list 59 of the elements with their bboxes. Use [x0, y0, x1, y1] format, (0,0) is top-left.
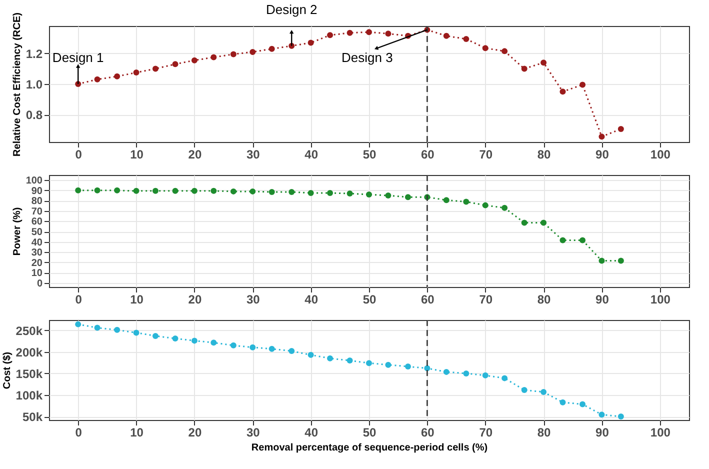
- y-tick-label: 0.8: [26, 108, 43, 122]
- x-tick-label: 40: [304, 148, 318, 162]
- x-tick-label: 90: [596, 426, 610, 440]
- y-tick-label: 90: [31, 186, 43, 197]
- x-tick-label: 30: [246, 292, 260, 306]
- x-tick-label: 50: [362, 426, 376, 440]
- x-tick-label: 60: [421, 426, 435, 440]
- y-tick-label: 150k: [16, 366, 43, 381]
- x-axis-title: Removal percentage of sequence-period cells (%): [251, 442, 488, 454]
- x-tick-label: 30: [246, 148, 260, 162]
- x-tick-label: 30: [246, 426, 260, 440]
- x-tick-label: 20: [188, 148, 202, 162]
- x-tick-label: 60: [421, 148, 435, 162]
- y-axis-title: Relative Cost Efficiency (RCE): [12, 12, 23, 156]
- y-axis-title: Cost ($): [2, 352, 13, 390]
- x-tick-label: 90: [596, 148, 610, 162]
- annotation: Design 1: [52, 50, 104, 65]
- y-tick-label: 100k: [16, 388, 43, 402]
- x-tick-label: 20: [188, 292, 202, 306]
- x-tick-label: 70: [479, 292, 493, 306]
- x-tick-label: 80: [537, 426, 552, 440]
- x-tick-label: 10: [130, 292, 144, 306]
- x-tick-label: 60: [421, 292, 435, 306]
- y-tick-label: 40: [31, 237, 43, 248]
- x-tick-label: 70: [479, 148, 493, 162]
- x-tick-label: 100: [650, 148, 671, 162]
- y-tick-label: 1.0: [26, 78, 43, 92]
- y-tick-label: 50: [31, 227, 43, 238]
- y-tick-label: 100: [26, 176, 43, 187]
- y-tick-label: 10: [31, 268, 43, 280]
- x-tick-label: 100: [650, 426, 671, 440]
- y-tick-label: 50k: [22, 410, 43, 424]
- x-tick-label: 100: [650, 292, 671, 306]
- y-tick-label: 250k: [16, 324, 43, 338]
- x-tick-label: 80: [537, 148, 552, 162]
- x-tick-label: 20: [188, 426, 202, 440]
- y-tick-label: 20: [31, 258, 43, 269]
- x-tick-label: 40: [304, 426, 318, 440]
- y-tick-label: 60: [31, 216, 43, 228]
- x-tick-label: 80: [537, 292, 552, 306]
- x-tick-label: 0: [75, 292, 82, 306]
- y-tick-label: 80: [31, 196, 43, 208]
- y-axis-title: Power (%): [12, 207, 23, 256]
- x-tick-label: 10: [130, 426, 144, 440]
- y-tick-label: 0: [36, 278, 43, 290]
- x-tick-label: 10: [130, 148, 144, 162]
- x-tick-label: 90: [596, 292, 610, 306]
- x-tick-label: 0: [75, 426, 82, 440]
- annotation: Design 3: [342, 50, 393, 65]
- annotation: Design 2: [266, 2, 318, 17]
- x-tick-label: 50: [362, 148, 376, 162]
- x-tick-label: 50: [362, 292, 376, 306]
- y-tick-label: 200k: [16, 345, 43, 360]
- y-tick-label: 30: [31, 248, 43, 259]
- x-tick-label: 40: [304, 292, 318, 306]
- x-tick-label: 70: [479, 426, 493, 440]
- y-tick-label: 1.2: [26, 46, 43, 61]
- x-tick-label: 0: [75, 148, 82, 162]
- y-tick-label: 70: [31, 206, 43, 218]
